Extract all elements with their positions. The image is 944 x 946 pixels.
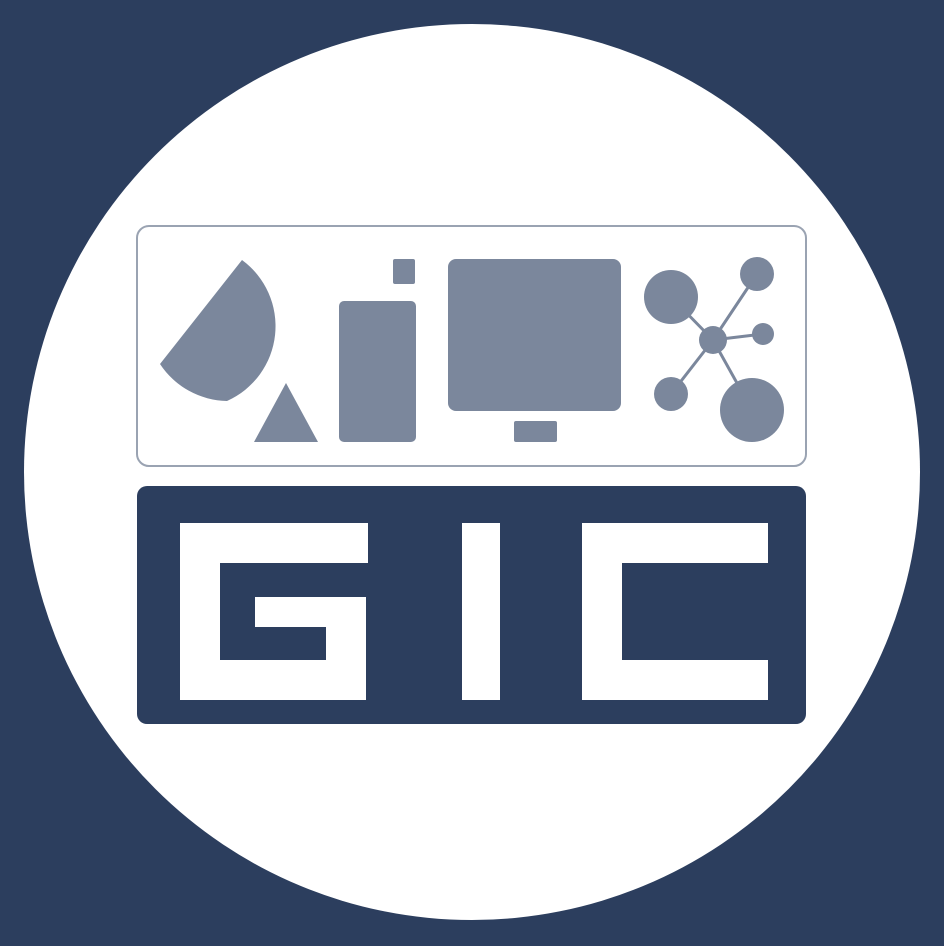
letter-i xyxy=(462,523,500,700)
monitor-screen xyxy=(448,259,621,411)
info-icon xyxy=(339,259,416,442)
network-hub xyxy=(699,326,727,354)
gic-wordmark xyxy=(180,523,768,700)
letter-c xyxy=(582,523,768,700)
monitor-icon xyxy=(448,259,621,442)
info-icon-bar xyxy=(339,301,416,442)
logo-circle xyxy=(24,24,920,920)
network-node xyxy=(740,257,774,291)
network-icon xyxy=(644,257,784,442)
icon-panel xyxy=(136,225,807,467)
shapes-icon xyxy=(160,260,318,442)
network-node xyxy=(752,323,774,345)
triangle-shape xyxy=(254,383,318,442)
network-node xyxy=(654,377,688,411)
network-node xyxy=(644,270,698,324)
letter-g xyxy=(180,523,368,700)
half-circle-shape xyxy=(160,260,276,401)
info-icon-dot xyxy=(393,259,415,284)
monitor-stand xyxy=(514,421,557,442)
network-node xyxy=(720,378,784,442)
